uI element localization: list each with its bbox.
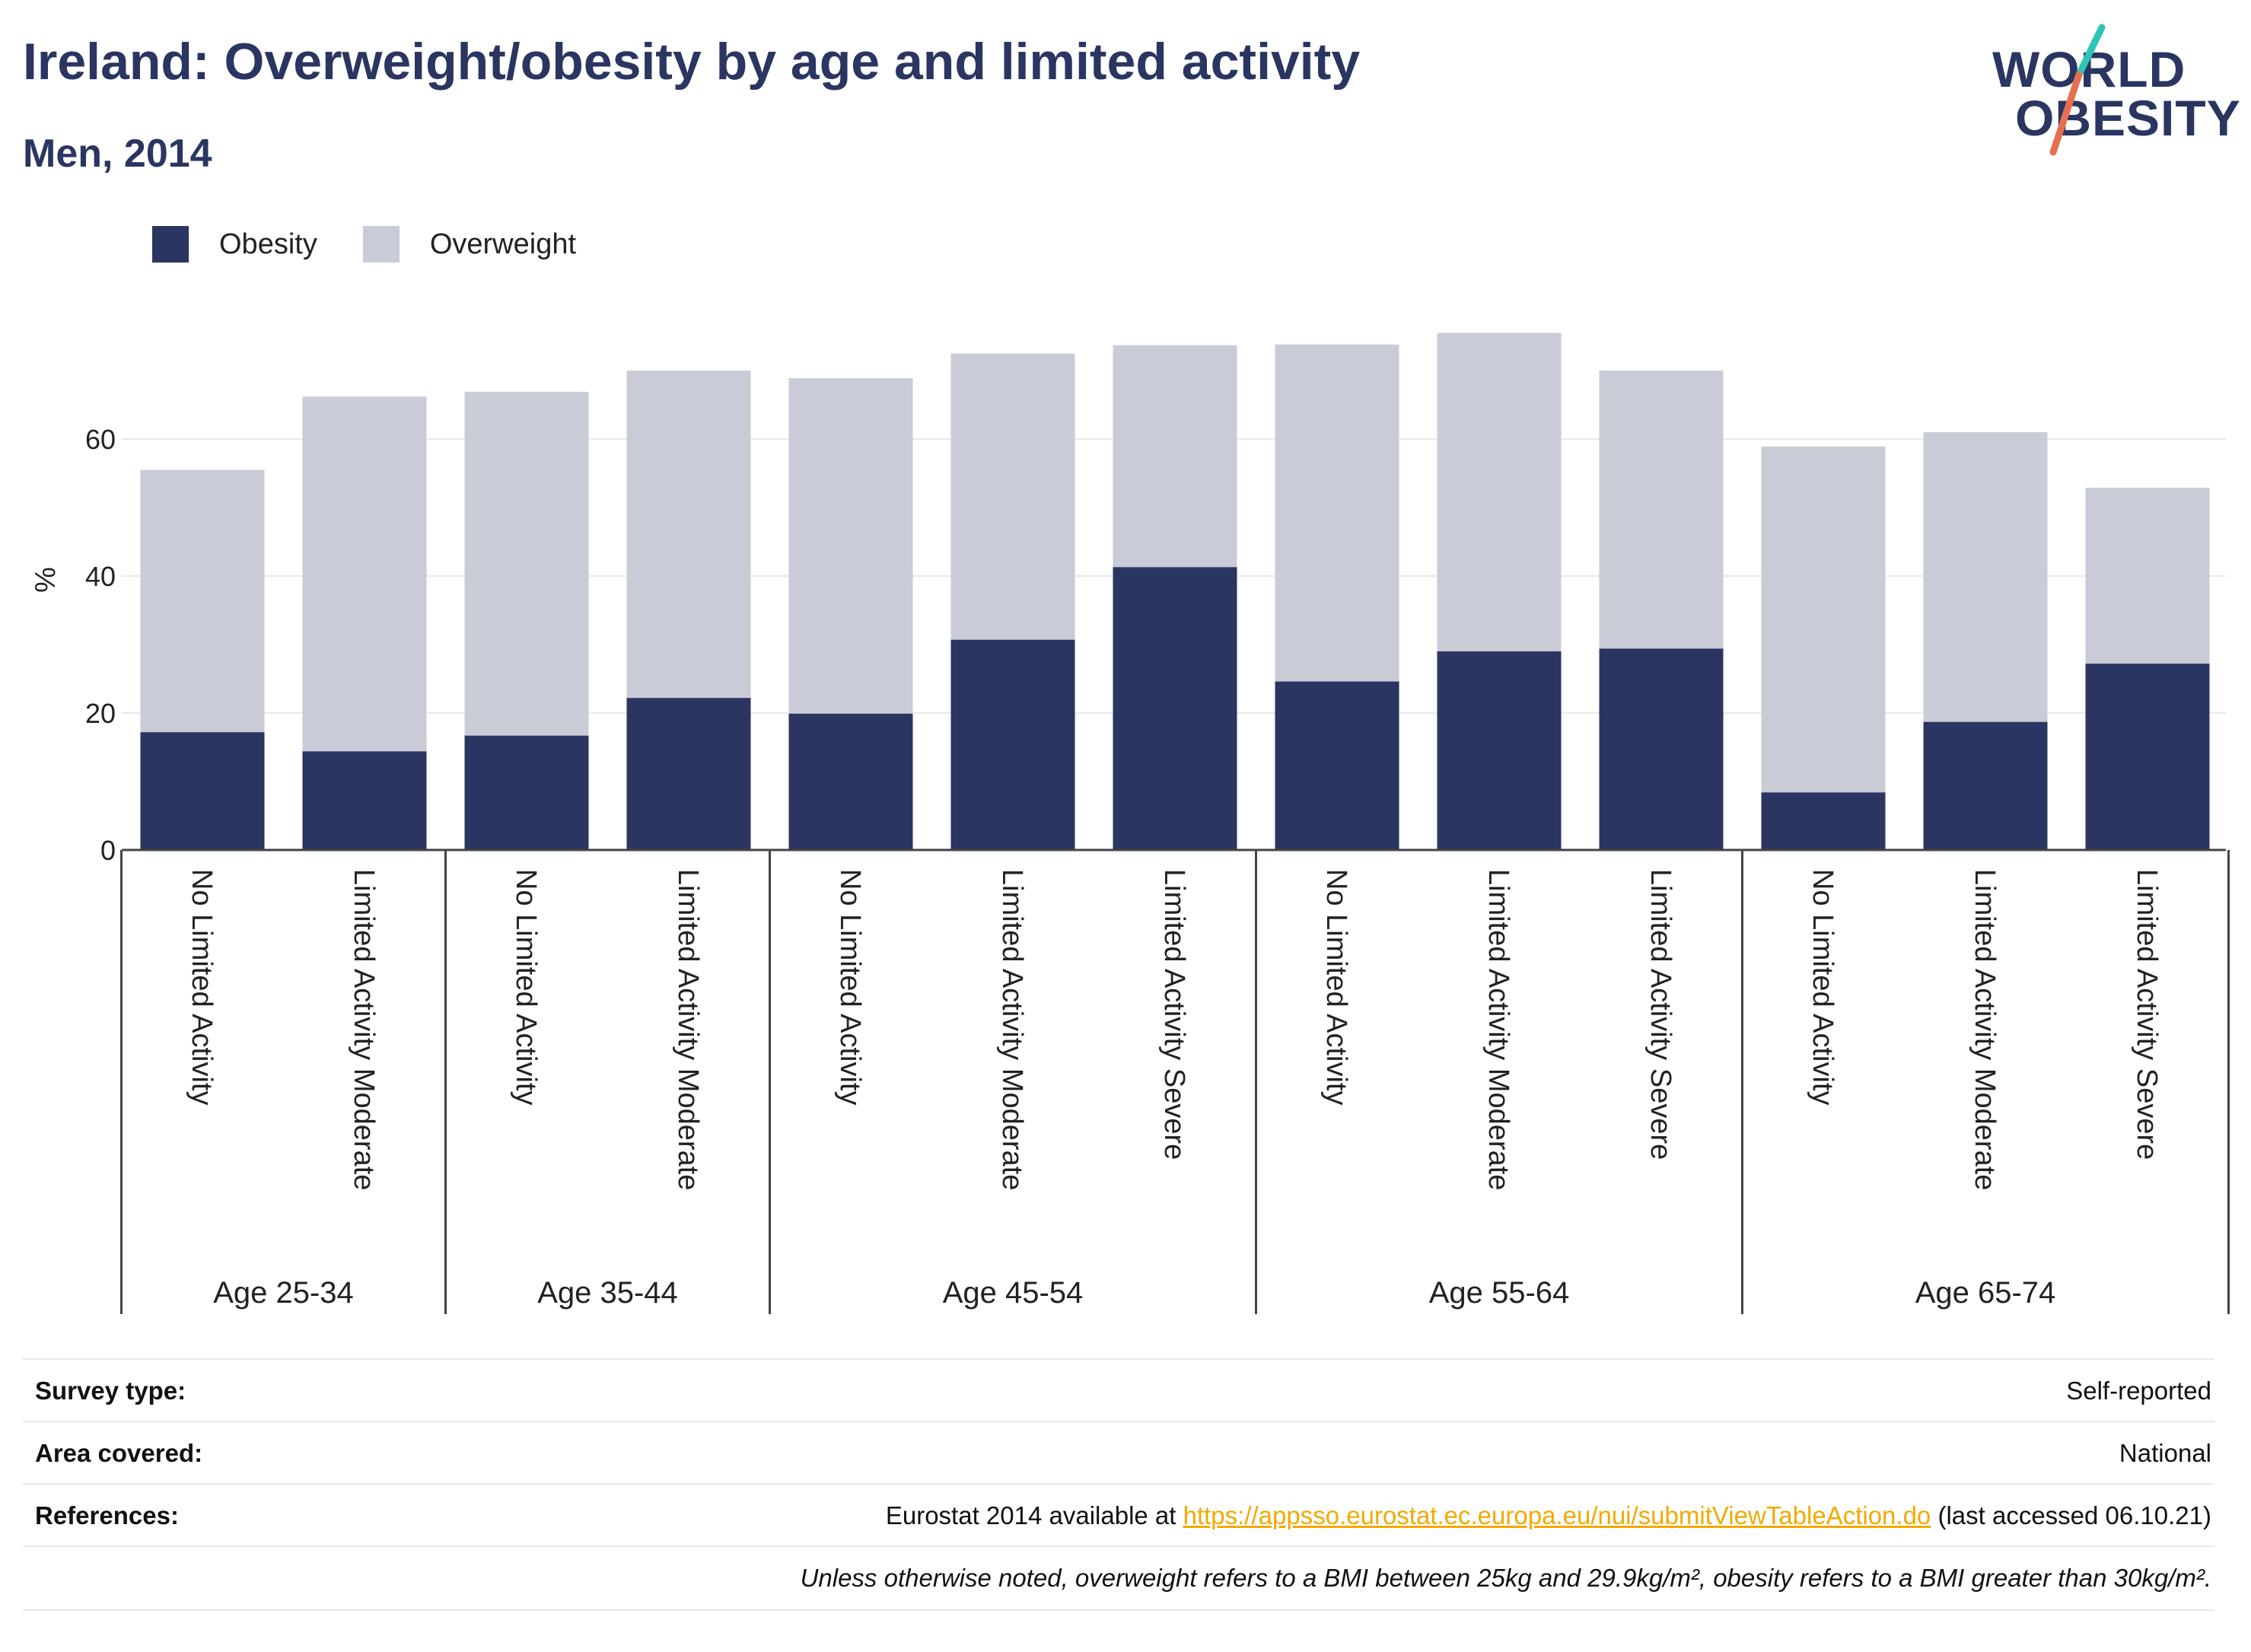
bar-obesity: [2085, 664, 2210, 850]
bar-obesity: [1437, 651, 1562, 850]
y-axis-label: %: [30, 567, 62, 593]
category-label: No Limited Activity: [1807, 869, 1839, 1105]
bar-obesity: [950, 639, 1075, 850]
bar-overweight: [1599, 371, 1724, 649]
legend-label-obesity: Obesity: [219, 228, 317, 260]
category-label: Limited Activity Severe: [1158, 869, 1190, 1160]
bar-overweight: [464, 391, 589, 736]
y-tick-label: 20: [85, 698, 116, 729]
bar-obesity: [1923, 721, 2048, 850]
category-label: Limited Activity Moderate: [348, 869, 380, 1190]
y-tick-label: 40: [85, 561, 116, 592]
group-label: Age 45-54: [943, 1276, 1084, 1310]
chart-subtitle: Men, 2014: [23, 132, 212, 176]
legend-swatch-overweight: [362, 226, 400, 263]
group-label: Age 35-44: [537, 1276, 678, 1310]
survey-type-label: Survey type:: [35, 1377, 186, 1405]
category-label: No Limited Activity: [834, 869, 866, 1105]
references-row: References: Eurostat 2014 available at h…: [23, 1483, 2214, 1547]
bar-obesity: [140, 732, 265, 850]
references-label: References:: [35, 1501, 179, 1529]
references-prefix: Eurostat 2014 available at: [885, 1501, 1183, 1529]
stacked-bar-chart: 0 20 40 60% No Limited Activity Limited Activ…: [30, 333, 2230, 1314]
area-covered-row: Area covered: National: [23, 1421, 2214, 1485]
references-link[interactable]: https://appsso.eurostat.ec.europa.eu/nui…: [1183, 1501, 1931, 1529]
bar-overweight: [1437, 333, 1562, 651]
bar-overweight: [1113, 345, 1237, 568]
bar-overweight: [2085, 487, 2210, 664]
references-value: Eurostat 2014 available at https://appss…: [886, 1501, 2214, 1530]
y-tick-label: 60: [85, 424, 116, 455]
bmi-note: Unless otherwise noted, overweight refer…: [800, 1564, 2211, 1592]
category-label: No Limited Activity: [186, 869, 218, 1105]
bar-overweight: [626, 371, 751, 699]
world-obesity-logo: WORLD OBESITY: [1979, 23, 2240, 167]
logo-slash-icon: [2049, 24, 2106, 156]
survey-type-row: Survey type: Self-reported: [23, 1358, 2214, 1422]
chart-title: Ireland: Overweight/obesity by age and l…: [23, 33, 1361, 91]
logo-line-2: OBESITY: [2015, 90, 2241, 146]
category-label: Limited Activity Severe: [2131, 869, 2163, 1160]
bar-overweight: [1761, 446, 1886, 793]
bar-obesity: [464, 735, 589, 850]
category-label: Limited Activity Moderate: [996, 869, 1028, 1190]
bar-obesity: [1113, 567, 1237, 850]
bar-obesity: [626, 698, 751, 850]
area-covered-label: Area covered:: [35, 1439, 203, 1467]
bar-overweight: [302, 396, 427, 752]
bar-overweight: [950, 353, 1075, 640]
category-label: Limited Activity Severe: [1644, 869, 1676, 1160]
group-label: Age 25-34: [213, 1276, 354, 1310]
y-tick-label: 0: [100, 835, 116, 866]
group-label: Age 65-74: [1915, 1276, 2056, 1310]
bar-obesity: [788, 713, 913, 850]
references-suffix: (last accessed 06.10.21): [1931, 1501, 2211, 1529]
survey-type-value: Self-reported: [2066, 1377, 2211, 1405]
bar-obesity: [1599, 648, 1724, 850]
note-row: Unless otherwise noted, overweight refer…: [23, 1545, 2214, 1611]
bar-overweight: [788, 377, 913, 714]
category-label: Limited Activity Moderate: [672, 869, 704, 1190]
area-covered-value: National: [2119, 1439, 2211, 1467]
legend-item-overweight[interactable]: Overweight: [362, 226, 577, 263]
bar-obesity: [1275, 681, 1399, 850]
legend-swatch-obesity: [152, 226, 189, 263]
bar-overweight: [1923, 432, 2048, 722]
category-label: No Limited Activity: [510, 869, 542, 1105]
bar-overweight: [140, 469, 265, 733]
group-label: Age 55-64: [1429, 1276, 1570, 1310]
category-label: Limited Activity Moderate: [1482, 869, 1514, 1190]
bar-obesity: [302, 751, 427, 850]
category-label: Limited Activity Moderate: [1969, 869, 2001, 1190]
bar-obesity: [1761, 792, 1886, 850]
bar-overweight: [1275, 344, 1399, 682]
category-label: No Limited Activity: [1320, 869, 1352, 1105]
legend-item-obesity[interactable]: Obesity: [152, 226, 317, 263]
chart-legend: Obesity Overweight: [152, 225, 622, 263]
legend-label-overweight: Overweight: [429, 228, 577, 260]
